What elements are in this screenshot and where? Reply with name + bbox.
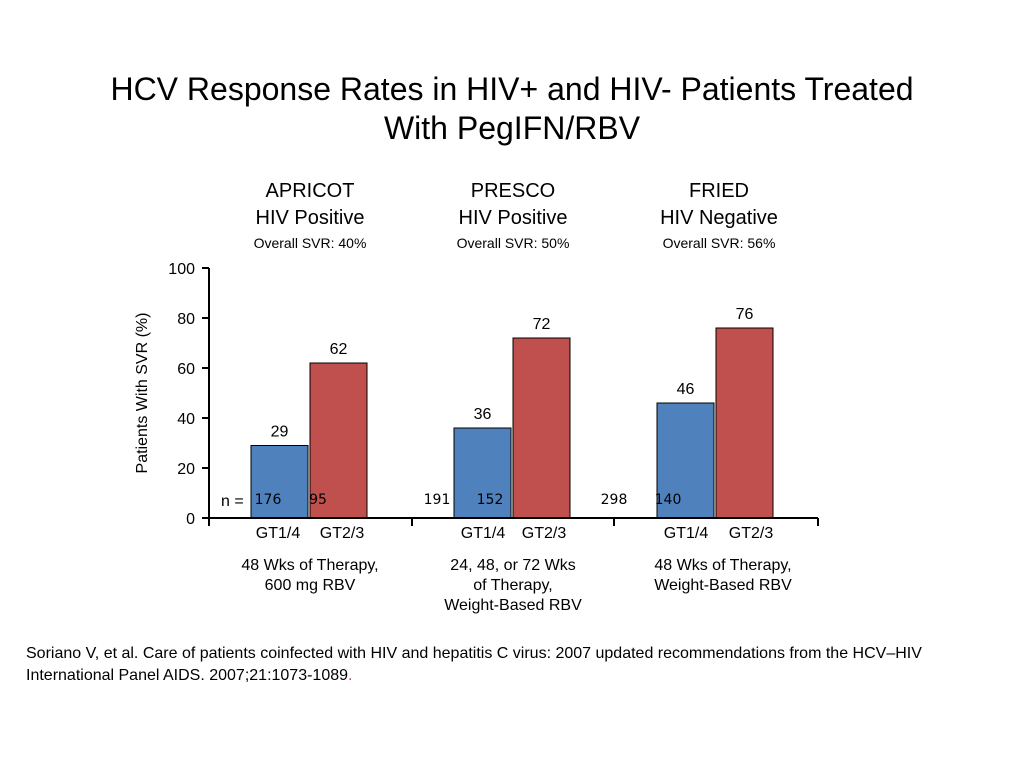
- data-label: 62: [330, 341, 348, 358]
- bar: [656, 402, 715, 519]
- bar: [715, 327, 774, 519]
- bar: [250, 445, 309, 519]
- group-header-fried: FRIED HIV Negative Overall SVR: 56%: [609, 178, 829, 254]
- therapy-note-line: 48 Wks of Therapy,: [654, 557, 792, 574]
- overall-svr-label: Overall SVR: 50%: [456, 235, 570, 251]
- population-label: HIV Positive: [255, 207, 365, 229]
- bar: [453, 427, 512, 519]
- group-header-presco: PRESCO HIV Positive Overall SVR: 50%: [403, 178, 623, 254]
- group-header-apricot: APRICOT HIV Positive Overall SVR: 40%: [200, 178, 420, 254]
- n-value-label: 140: [655, 492, 682, 508]
- therapy-note-fried: 48 Wks of Therapy, Weight-Based RBV: [613, 556, 833, 596]
- n-value-label: 152: [477, 492, 504, 508]
- y-tick-label: 100: [168, 261, 195, 278]
- category-label: GT1/4: [664, 525, 709, 542]
- n-value-label: 95: [309, 492, 327, 508]
- overall-svr-label: Overall SVR: 56%: [662, 235, 776, 251]
- study-name: APRICOT: [265, 180, 355, 202]
- data-label: 46: [677, 381, 695, 398]
- slide-title: HCV Response Rates in HIV+ and HIV- Pati…: [40, 70, 984, 148]
- population-label: HIV Negative: [660, 207, 778, 229]
- data-label: 72: [533, 316, 551, 333]
- therapy-note-presco: 24, 48, or 72 Wks of Therapy, Weight-Bas…: [403, 556, 623, 616]
- y-axis-title: Patients With SVR (%): [134, 313, 151, 474]
- bar: [512, 337, 571, 519]
- title-line-2: With PegIFN/RBV: [383, 110, 641, 146]
- n-value-label: 298: [601, 492, 628, 508]
- category-label: GT2/3: [729, 525, 774, 542]
- svr-bar-chart: 29 176 62 95 36 191 72 152 46 298 76 140 n = 0 20 40 60 8…: [134, 261, 819, 542]
- citation-text: Soriano V, et al. Care of patients coinf…: [26, 645, 922, 684]
- study-name: FRIED: [689, 180, 749, 202]
- n-value-label: 191: [424, 492, 451, 508]
- category-label: GT1/4: [461, 525, 506, 542]
- citation-end: .: [348, 667, 353, 684]
- bar: [309, 362, 368, 519]
- therapy-note-line: 24, 48, or 72 Wks: [450, 557, 576, 574]
- title-line-1: HCV Response Rates in HIV+ and HIV- Pati…: [110, 71, 914, 107]
- therapy-note-line: of Therapy,: [473, 577, 553, 594]
- n-value-label: 176: [255, 492, 282, 508]
- overall-svr-label: Overall SVR: 40%: [253, 235, 367, 251]
- data-label: 76: [736, 306, 754, 323]
- category-label: GT1/4: [256, 525, 301, 542]
- category-label: GT2/3: [522, 525, 567, 542]
- y-tick-label: 0: [186, 511, 195, 528]
- data-label: 36: [474, 406, 492, 423]
- therapy-note-line: 600 mg RBV: [264, 577, 356, 594]
- y-tick-label: 40: [177, 411, 195, 428]
- citation: Soriano V, et al. Care of patients coinf…: [26, 643, 996, 687]
- n-prefix-label: n =: [221, 493, 244, 510]
- category-label: GT2/3: [320, 525, 365, 542]
- y-tick-label: 80: [177, 311, 195, 328]
- therapy-note-line: Weight-Based RBV: [654, 577, 792, 594]
- y-tick-label: 60: [177, 361, 195, 378]
- therapy-note-apricot: 48 Wks of Therapy, 600 mg RBV: [200, 556, 420, 596]
- study-name: PRESCO: [470, 180, 556, 202]
- therapy-note-line: 48 Wks of Therapy,: [241, 557, 379, 574]
- data-label: 29: [271, 424, 289, 441]
- y-tick-label: 20: [177, 461, 195, 478]
- therapy-note-line: Weight-Based RBV: [444, 597, 582, 614]
- population-label: HIV Positive: [458, 207, 568, 229]
